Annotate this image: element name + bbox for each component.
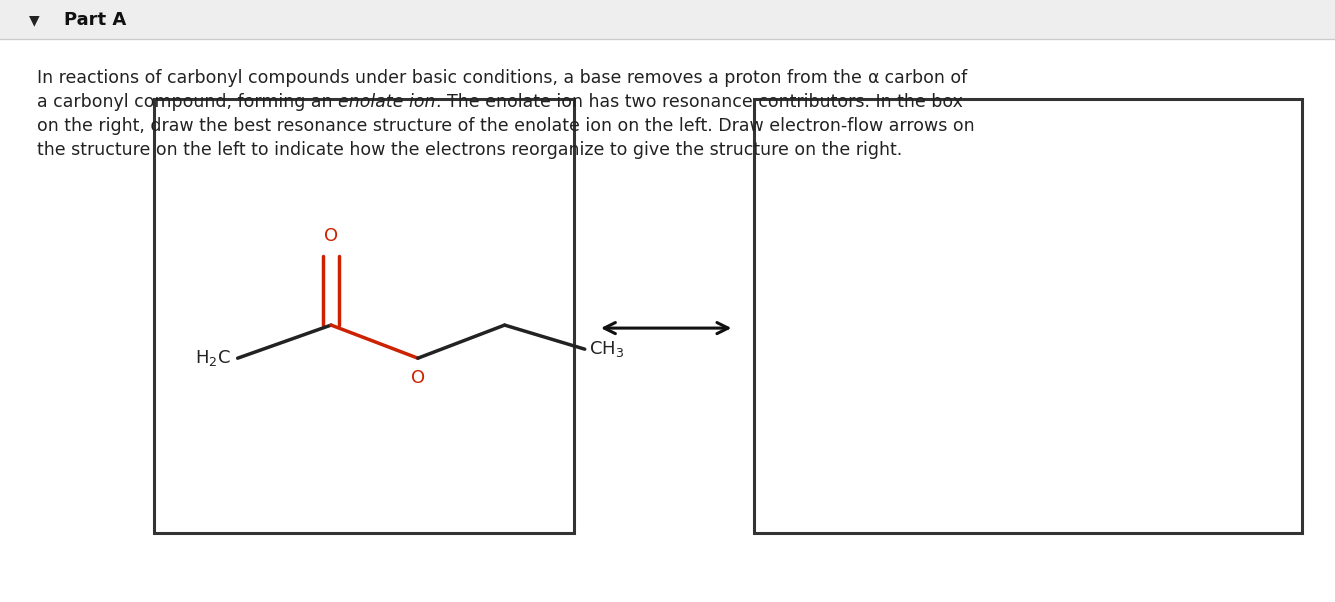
Text: O: O xyxy=(324,227,338,245)
Bar xyxy=(0,0,1335,39)
Text: a carbonyl compound, forming an: a carbonyl compound, forming an xyxy=(37,93,338,111)
Text: In reactions of carbonyl compounds under basic conditions, a base removes a prot: In reactions of carbonyl compounds under… xyxy=(37,69,868,87)
Text: on the right, draw the best resonance structure of the enolate ion on the left. : on the right, draw the best resonance st… xyxy=(37,117,975,135)
Text: . The enolate ion has two resonance contributors. In the box: . The enolate ion has two resonance cont… xyxy=(437,93,963,111)
Text: carbon of: carbon of xyxy=(880,69,968,87)
Bar xyxy=(154,99,574,533)
Text: H$_2$C: H$_2$C xyxy=(195,348,231,368)
Text: Part A: Part A xyxy=(64,11,127,29)
Text: the structure on the left to indicate how the electrons reorganize to give the s: the structure on the left to indicate ho… xyxy=(37,141,902,160)
Text: CH$_3$: CH$_3$ xyxy=(589,339,623,359)
Text: O: O xyxy=(411,369,425,387)
Text: α: α xyxy=(868,69,880,87)
Text: enolate ion: enolate ion xyxy=(338,93,437,111)
Text: ▼: ▼ xyxy=(29,13,40,27)
Bar xyxy=(754,99,1302,533)
